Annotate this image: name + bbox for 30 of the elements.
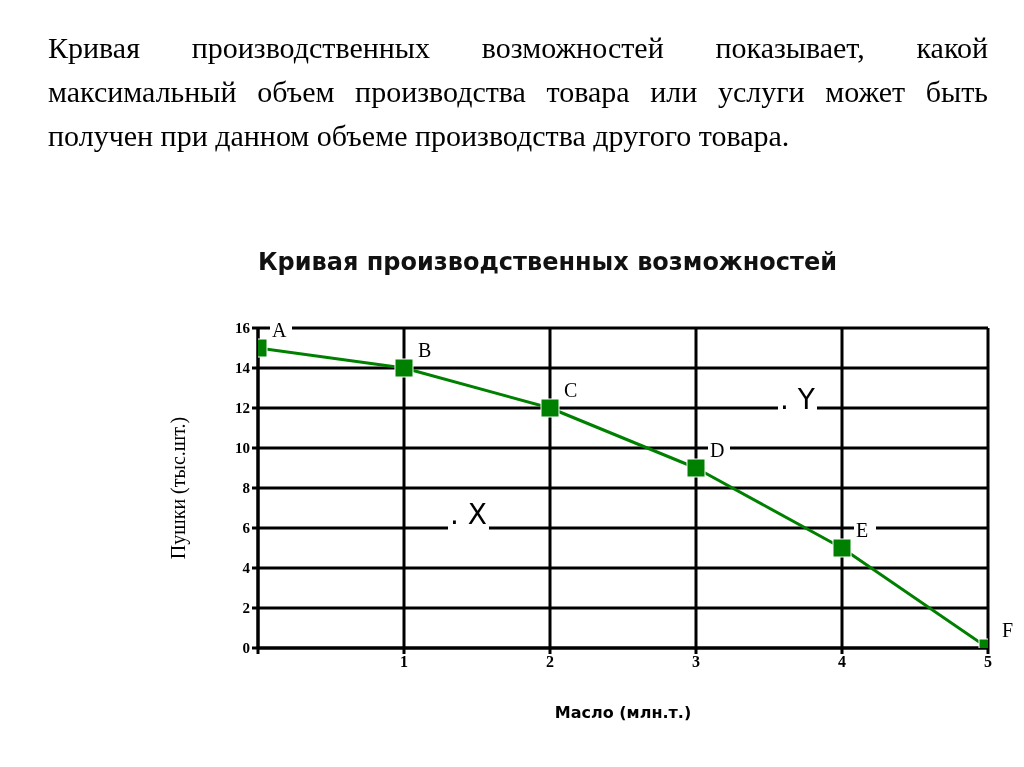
point — [832, 538, 852, 558]
y-tick-label: 2 — [242, 600, 250, 617]
annotation: C — [564, 379, 578, 401]
text: Кривая производственных возможностей показывает, какой максимальный объем производства товара или услуги может быть получен при данном объеме производства другого товара. — [48, 30, 988, 154]
x-tick-label: 2 — [546, 653, 554, 671]
annotation: B — [418, 339, 432, 361]
y-tick-label: 10 — [235, 440, 250, 457]
point — [540, 398, 560, 418]
chart-title: Кривая производственных возможностей — [258, 248, 838, 276]
annotation: D — [710, 439, 725, 461]
point — [394, 358, 414, 378]
x-tick-label: 4 — [838, 653, 846, 671]
x-tick-label: 3 — [692, 653, 700, 671]
x-axis-title: Масло (млн.т.) — [554, 703, 692, 722]
annotation: . X — [448, 498, 489, 531]
annotation: A — [272, 319, 287, 341]
y-axis-title: Пушки (тыс.шт.) — [167, 416, 191, 560]
y-tick-label: 0 — [242, 640, 250, 657]
x-tick-label: 5 — [984, 653, 992, 671]
point — [686, 458, 706, 478]
y-tick-label: 12 — [235, 400, 250, 417]
y-tick-label: 8 — [242, 480, 250, 497]
annotation: . Y — [778, 383, 817, 416]
y-tick-label: 16 — [235, 320, 251, 337]
x-tick-label: 1 — [400, 653, 408, 671]
annotation: F — [1002, 619, 1014, 641]
y-tick-label: 6 — [242, 520, 251, 537]
y-tick-label: 14 — [235, 360, 251, 377]
y-tick-label: 4 — [242, 560, 251, 577]
annotation: E — [856, 519, 869, 541]
